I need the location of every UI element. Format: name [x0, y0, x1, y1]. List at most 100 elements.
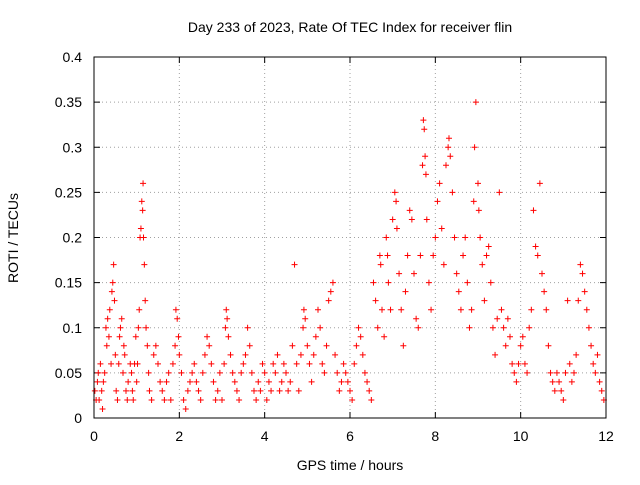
plot-frame — [93, 56, 607, 419]
data-point — [556, 378, 563, 385]
data-point — [197, 396, 204, 403]
data-point — [575, 297, 582, 304]
data-point — [204, 333, 211, 340]
data-point — [136, 306, 143, 313]
data-point — [172, 306, 179, 313]
data-point — [145, 369, 152, 376]
data-point — [175, 333, 182, 340]
data-point — [143, 324, 150, 331]
data-point — [391, 189, 398, 196]
data-point — [568, 378, 575, 385]
data-point — [344, 378, 351, 385]
data-point — [300, 324, 307, 331]
data-point — [393, 198, 400, 205]
data-point — [157, 378, 164, 385]
data-point — [315, 306, 321, 313]
data-point — [104, 315, 111, 322]
data-point — [515, 360, 522, 367]
data-point — [224, 315, 231, 322]
data-point — [588, 342, 595, 349]
data-point — [455, 288, 462, 295]
data-point — [404, 252, 411, 259]
data-point — [434, 198, 441, 205]
data-point — [364, 378, 371, 385]
data-point — [425, 279, 432, 286]
data-point — [577, 261, 584, 268]
data-point — [306, 360, 313, 367]
y-tick-label: 0 — [74, 410, 82, 426]
data-point — [124, 396, 131, 403]
data-point — [558, 387, 565, 394]
data-point — [114, 396, 121, 403]
data-point — [475, 207, 482, 214]
data-point — [519, 333, 526, 340]
y-tick-label: 0.2 — [63, 230, 83, 246]
data-point — [268, 387, 275, 394]
data-point — [317, 324, 324, 331]
data-point — [498, 306, 505, 313]
data-point — [144, 342, 151, 349]
data-point — [366, 387, 373, 394]
data-point — [332, 351, 339, 358]
data-point — [347, 387, 353, 394]
y-tick-label: 0.05 — [55, 365, 82, 381]
data-point — [581, 288, 588, 295]
data-point — [393, 225, 400, 232]
data-point — [351, 360, 358, 367]
data-point — [536, 180, 543, 187]
data-point — [223, 306, 230, 313]
data-point — [594, 351, 601, 358]
data-point — [485, 243, 492, 250]
data-point — [270, 360, 277, 367]
data-point — [238, 369, 245, 376]
axis-ticks: 0 2 4 6 8 10 12 0 0.05 0.1 0.15 0.2 0.25 0.3 0.35 0.4 — [55, 49, 614, 444]
x-tick-label: 4 — [261, 428, 269, 444]
data-point — [141, 261, 148, 268]
data-point — [319, 360, 326, 367]
data-point — [385, 279, 392, 286]
data-point — [199, 369, 206, 376]
data-point — [159, 387, 166, 394]
data-point — [96, 396, 103, 403]
data-point — [108, 360, 115, 367]
data-point — [387, 306, 394, 313]
data-point — [100, 378, 107, 385]
data-point — [278, 378, 285, 385]
data-point — [475, 180, 481, 187]
chart-title: Day 233 of 2023, Rate Of TEC Index for r… — [188, 19, 512, 35]
data-point — [219, 396, 225, 403]
data-point — [384, 252, 391, 259]
data-point — [242, 351, 249, 358]
data-point — [289, 342, 296, 349]
data-point — [402, 288, 409, 295]
data-point — [585, 324, 592, 331]
data-point — [400, 342, 407, 349]
data-point — [103, 342, 110, 349]
data-point — [236, 396, 243, 403]
data-point — [229, 369, 236, 376]
data-point — [295, 387, 302, 394]
data-point — [259, 360, 266, 367]
data-point — [135, 324, 142, 331]
y-tick-label: 0.4 — [63, 49, 83, 65]
data-point — [312, 333, 319, 340]
data-point — [137, 225, 144, 232]
data-point — [138, 198, 145, 205]
data-point — [139, 207, 146, 214]
data-point — [189, 369, 196, 376]
data-point — [336, 387, 343, 394]
data-point — [406, 207, 413, 214]
data-point — [180, 396, 187, 403]
data-point — [422, 171, 429, 178]
data-point — [541, 288, 548, 295]
data-point — [509, 360, 516, 367]
data-point — [530, 207, 537, 214]
data-point — [528, 306, 535, 313]
data-point — [225, 333, 232, 340]
data-point — [468, 306, 475, 313]
data-point — [466, 324, 473, 331]
data-point — [359, 351, 366, 358]
data-point — [549, 378, 556, 385]
data-point — [142, 297, 149, 304]
